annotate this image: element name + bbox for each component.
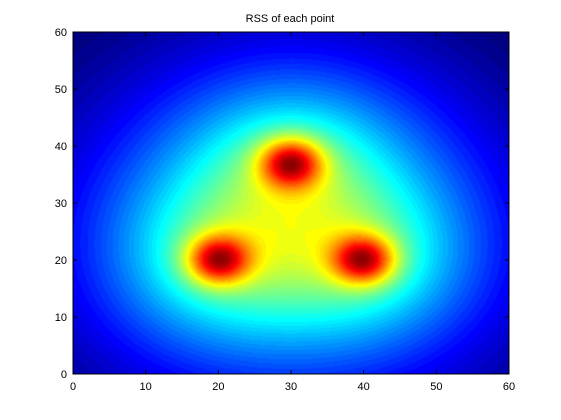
heatmap-plot-area xyxy=(73,32,509,374)
y-tick-label: 10 xyxy=(55,312,67,324)
x-tick-label: 40 xyxy=(358,381,370,393)
x-tick-labels: 0 10 20 30 40 50 60 xyxy=(70,381,515,393)
x-tick-label: 10 xyxy=(140,381,152,393)
x-tick-label: 50 xyxy=(430,381,442,393)
x-tick-label: 30 xyxy=(285,381,297,393)
plot-frame xyxy=(72,31,510,375)
y-tick-label: 30 xyxy=(55,198,67,210)
y-tick-label: 50 xyxy=(55,84,67,96)
y-tick-label: 40 xyxy=(55,141,67,153)
x-tick-label: 0 xyxy=(70,381,76,393)
y-tick-label: 60 xyxy=(55,27,67,39)
x-tick-label: 20 xyxy=(212,381,224,393)
y-tick-labels: 0 10 20 30 40 50 60 xyxy=(55,27,67,381)
y-tick-label: 20 xyxy=(55,255,67,267)
y-tick-label: 0 xyxy=(61,369,67,381)
heatmap-canvas xyxy=(73,32,509,374)
x-tick-label: 60 xyxy=(503,381,515,393)
chart-title: RSS of each point xyxy=(246,13,335,25)
